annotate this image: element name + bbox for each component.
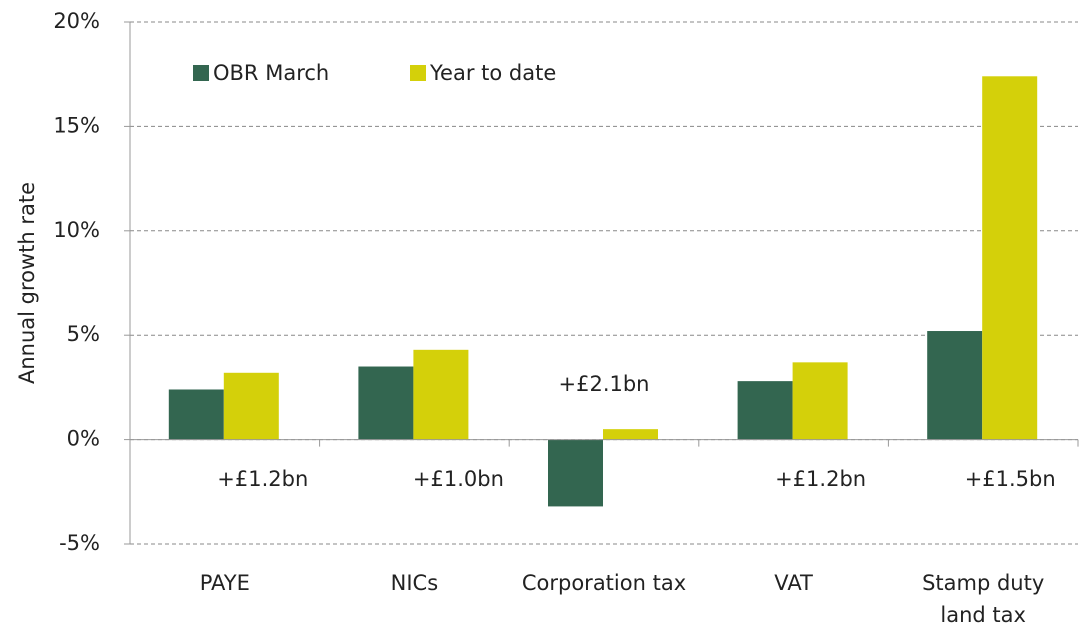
x-tick-label: PAYE: [199, 571, 250, 595]
x-tick-label: Stamp duty land tax: [922, 571, 1045, 627]
y-tick-label: -5%: [59, 531, 100, 555]
bar: [737, 381, 793, 440]
x-tick-label: NICs: [390, 571, 439, 595]
bar: [982, 76, 1038, 440]
annotation: +£1.2bn: [217, 467, 308, 491]
y-tick-label: 20%: [53, 9, 100, 33]
x-tick-label: Corporation tax: [521, 571, 687, 595]
y-tick-label: 15%: [53, 113, 100, 137]
bar: [548, 439, 603, 507]
y-axis-label: Annual growth rate: [15, 182, 39, 384]
y-tick-label: 0%: [67, 427, 100, 451]
legend-label: Year to date: [429, 61, 556, 85]
legend-swatch: [193, 65, 209, 81]
annotation: +£1.5bn: [965, 467, 1056, 491]
bar: [792, 362, 848, 440]
annotation: +£1.2bn: [775, 467, 866, 491]
bar: [927, 331, 983, 440]
annotation: +£1.0bn: [413, 467, 504, 491]
y-tick-label: 10%: [53, 218, 100, 242]
y-tick-label: 5%: [67, 322, 100, 346]
annotation: +£2.1bn: [559, 372, 650, 396]
legend-swatch: [410, 65, 426, 81]
legend-label: OBR March: [213, 61, 329, 85]
bar: [603, 429, 658, 440]
bar: [358, 366, 414, 440]
bar: [168, 389, 224, 440]
bar: [223, 372, 279, 440]
bar: [413, 349, 469, 440]
x-tick-label: VAT: [774, 571, 813, 595]
